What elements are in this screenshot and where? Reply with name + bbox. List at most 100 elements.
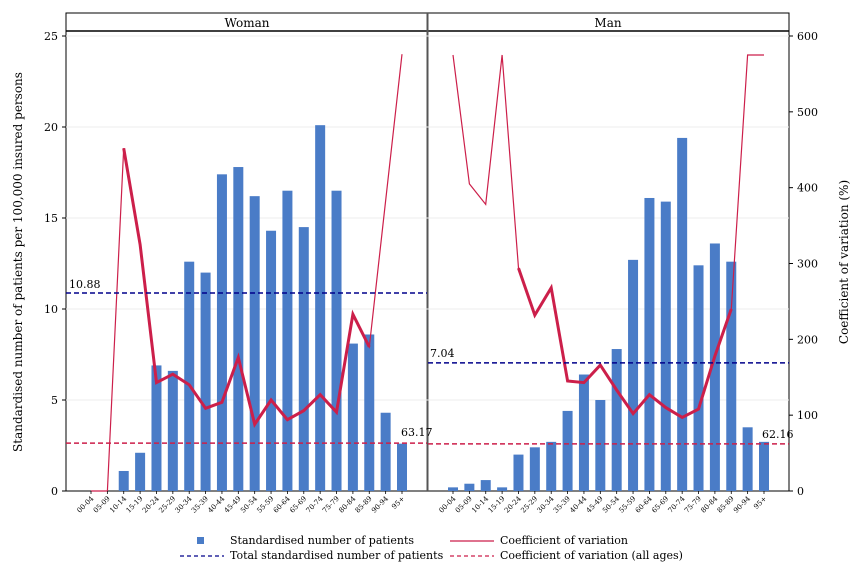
x-tick-label: 85-89 — [716, 495, 736, 515]
bar — [546, 441, 557, 491]
x-tick-label: 60-64 — [634, 494, 654, 514]
bar — [266, 230, 277, 492]
x-tick-label: 90-94 — [370, 494, 390, 514]
x-tick-label: 80-84 — [699, 494, 719, 514]
x-tick-label: 85-89 — [354, 495, 374, 515]
y-left-tick-label: 0 — [51, 485, 58, 498]
x-tick-label: 10-14 — [108, 494, 128, 514]
y-left-tick-label: 25 — [44, 30, 58, 43]
x-tick-label: 75-79 — [683, 495, 703, 515]
bar — [184, 261, 195, 491]
bar — [464, 483, 475, 491]
x-tick-label: 65-69 — [650, 495, 670, 515]
x-tick-label: 05-09 — [92, 495, 112, 515]
x-tick-label: 70-74 — [305, 494, 325, 514]
bar — [595, 400, 606, 491]
bar — [200, 272, 211, 491]
bar — [513, 454, 524, 491]
bar — [611, 349, 622, 491]
x-tick-label: 60-64 — [272, 494, 292, 514]
x-tick-label: 15-19 — [487, 495, 507, 515]
x-tick-label: 35-39 — [190, 495, 210, 515]
x-tick-label: 75-79 — [321, 495, 341, 515]
legend-label-cv-all: Coefficient of variation (all ages) — [500, 549, 683, 562]
x-tick-label: 50-54 — [239, 494, 259, 514]
x-tick-label: 95+ — [390, 495, 406, 511]
x-tick-label: 25-29 — [519, 495, 539, 515]
x-tick-label: 45-49 — [223, 495, 243, 515]
panel-title-man: Man — [594, 16, 621, 30]
bar — [135, 452, 146, 491]
y-axis-right-label: Coefficient of variation (%) — [837, 180, 851, 344]
x-tick-label: 70-74 — [667, 494, 687, 514]
bar — [315, 125, 326, 492]
bar — [151, 365, 162, 491]
x-tick-label: 20-24 — [503, 494, 523, 514]
bar — [380, 412, 391, 491]
bars-layer — [118, 125, 769, 492]
x-tick-label: 65-69 — [288, 495, 308, 515]
x-tick-label: 00-04 — [437, 494, 457, 514]
panel-title-woman: Woman — [224, 16, 269, 30]
bar — [759, 441, 769, 491]
bar — [249, 196, 260, 491]
bar — [480, 480, 491, 491]
bar — [742, 427, 753, 491]
cv-line-bold — [517, 267, 733, 420]
x-tick-label: 95+ — [752, 495, 768, 511]
y-right-tick-label: 500 — [797, 106, 818, 119]
x-tick-label: 30-34 — [536, 494, 556, 514]
x-tick-label: 35-39 — [552, 495, 572, 515]
y-left-tick-label: 10 — [44, 303, 58, 316]
y-left-tick-label: 5 — [51, 394, 58, 407]
x-tick-label: 05-09 — [454, 495, 474, 515]
legend-label-total: Total standardised number of patients — [230, 549, 444, 562]
x-tick-label: 30-34 — [174, 494, 194, 514]
bar — [677, 137, 688, 492]
bar — [644, 197, 655, 492]
bar — [693, 265, 704, 491]
bar — [364, 334, 375, 491]
cv-line-bold — [122, 147, 371, 428]
y-right-tick-label: 400 — [797, 182, 818, 195]
x-tick-label: 55-59 — [256, 495, 276, 515]
x-tick-label: 20-24 — [141, 494, 161, 514]
bar — [233, 167, 244, 492]
y-right-tick-label: 200 — [797, 333, 818, 346]
bar — [529, 447, 540, 491]
cv-all-label-woman: 63.17 — [401, 426, 433, 439]
total-label-man: 7.04 — [430, 347, 455, 360]
y-left-tick-label: 20 — [44, 121, 58, 134]
bar — [298, 227, 309, 491]
x-tick-label: 10-14 — [470, 494, 490, 514]
bar — [331, 190, 342, 491]
legend-label-cv: Coefficient of variation — [500, 534, 629, 547]
x-tick-label: 00-04 — [75, 494, 95, 514]
bar — [497, 487, 508, 491]
bar — [709, 243, 720, 491]
bar — [660, 201, 671, 491]
lines-layer — [91, 54, 764, 492]
x-tick-label: 40-44 — [568, 494, 588, 514]
legend-label-patients: Standardised number of patients — [230, 534, 415, 547]
y-right-tick-label: 0 — [797, 485, 804, 498]
bar — [448, 487, 458, 491]
total-label-woman: 10.88 — [69, 278, 101, 291]
x-tick-label: 15-19 — [125, 495, 145, 515]
y-axis-left-label: Standardised number of patients per 100,… — [11, 72, 25, 452]
y-right-tick-label: 600 — [797, 30, 818, 43]
cv-all-label-man: 62.16 — [762, 428, 794, 441]
x-tick-label: 90-94 — [732, 494, 752, 514]
bar — [347, 343, 358, 491]
bar — [628, 259, 639, 491]
x-tick-label: 80-84 — [337, 494, 357, 514]
x-tick-label: 25-29 — [157, 495, 177, 515]
bar — [167, 370, 178, 491]
y-right-tick-label: 300 — [797, 258, 818, 271]
x-tick-label: 55-59 — [618, 495, 638, 515]
reference-lines — [66, 292, 789, 445]
bar — [216, 174, 227, 491]
bar — [282, 190, 293, 491]
x-tick-label: 40-44 — [206, 494, 226, 514]
